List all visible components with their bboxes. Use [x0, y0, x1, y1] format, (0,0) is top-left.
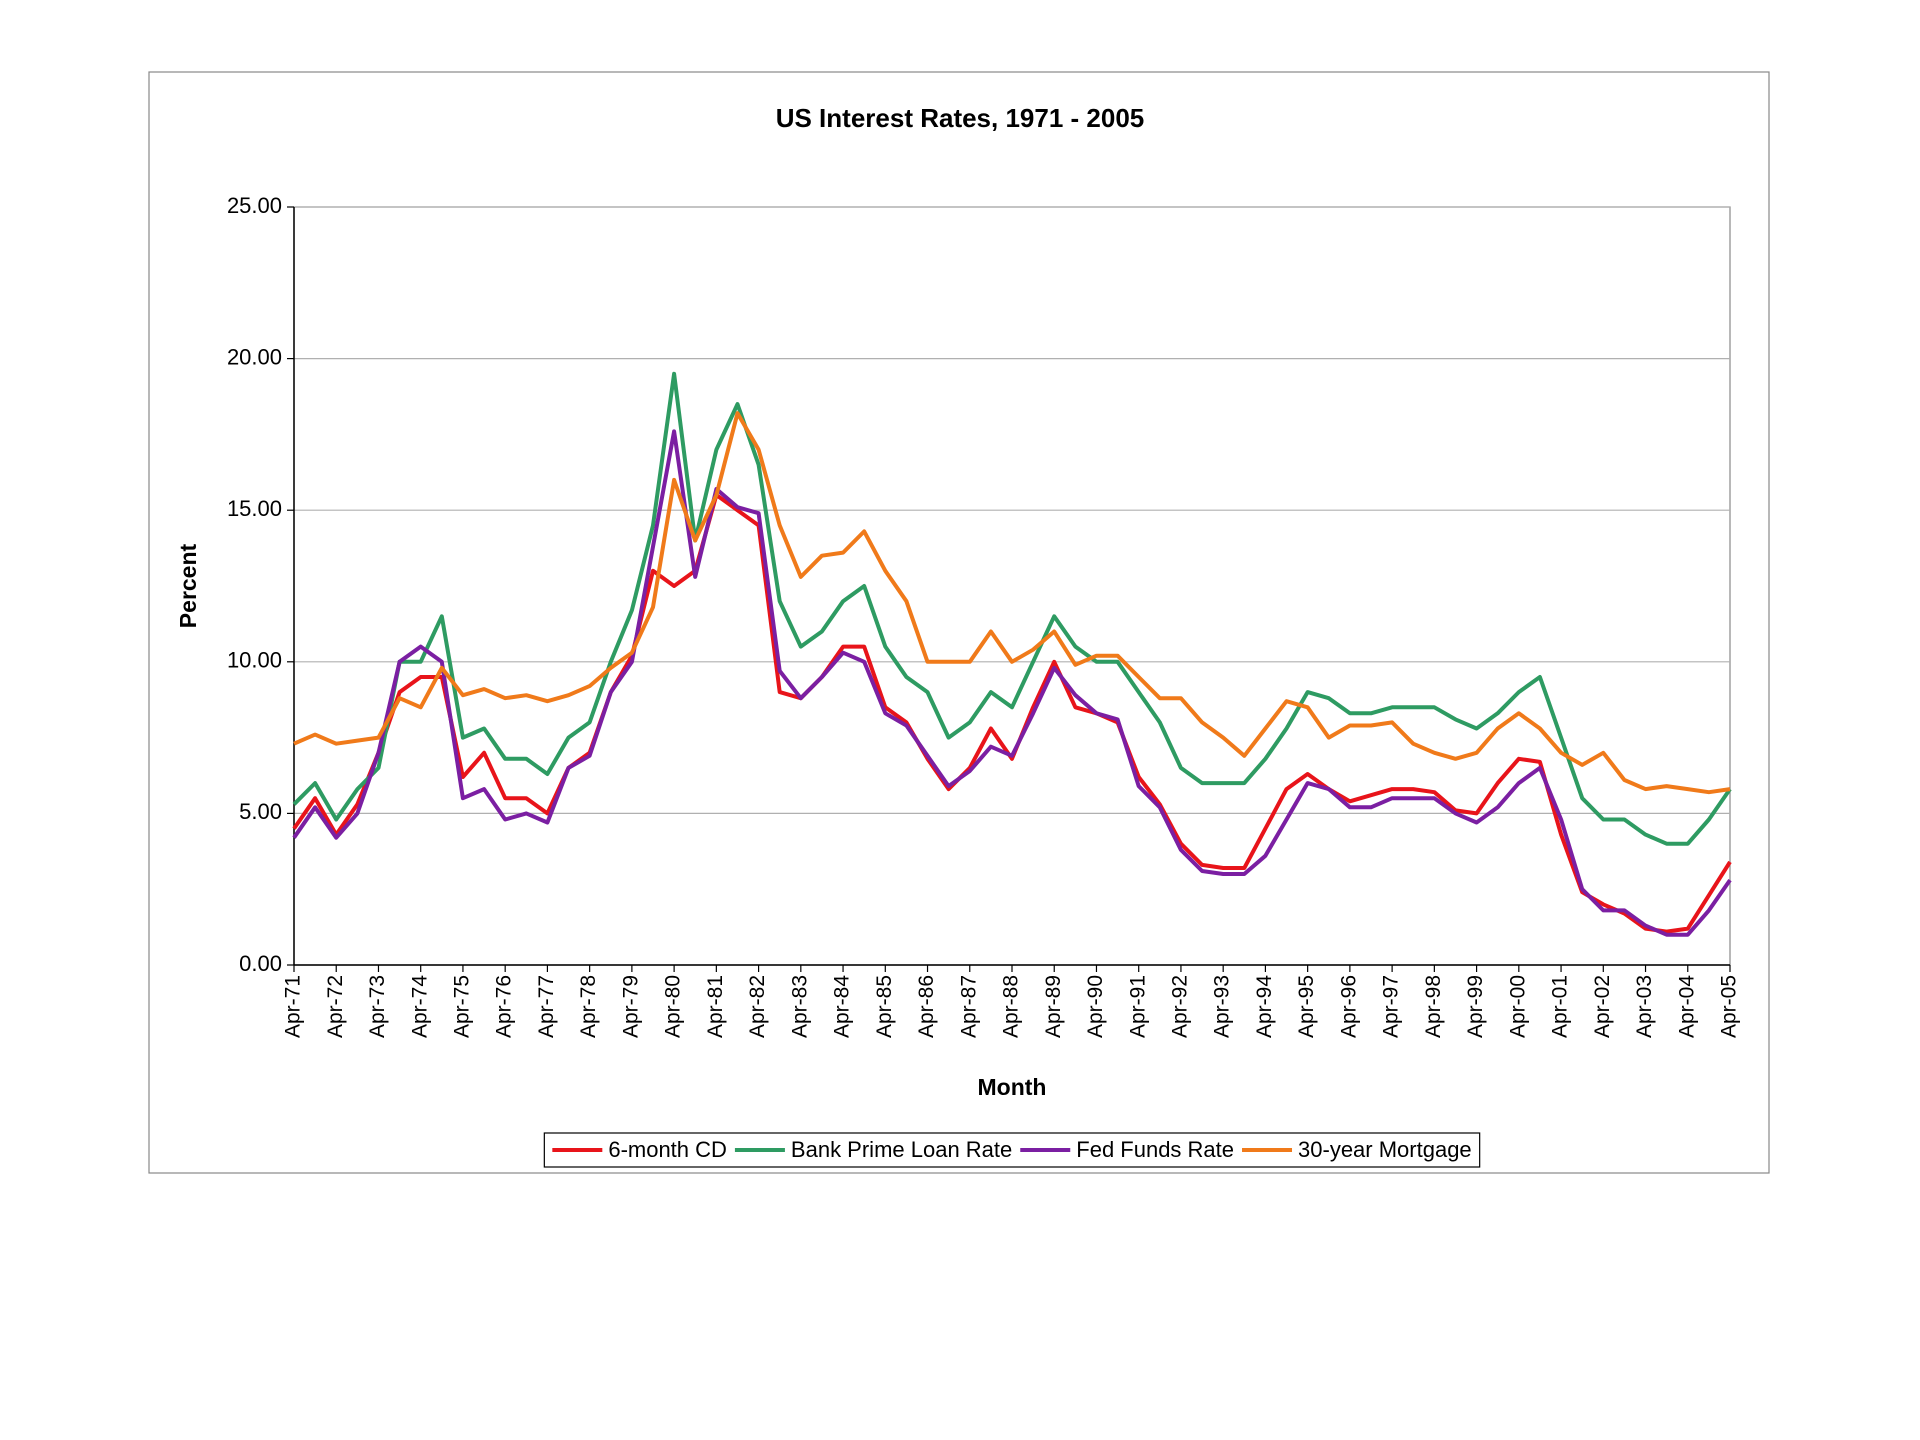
legend-label: Fed Funds Rate [1076, 1137, 1234, 1162]
y-tick-label: 10.00 [227, 648, 282, 673]
x-tick-label: Apr-86 [915, 975, 938, 1038]
series-line [292, 429, 1732, 937]
x-tick-label: Apr-91 [1126, 975, 1149, 1038]
y-tick-label: 5.00 [239, 799, 282, 824]
series-line [292, 493, 1732, 934]
x-tick-label: Apr-93 [1211, 975, 1234, 1038]
legend: 6-month CD Bank Prime Loan Rate Fed Funds … [543, 1132, 1481, 1168]
series-line [292, 371, 1732, 846]
legend-box [543, 1132, 1481, 1168]
x-tick-label: Apr-73 [366, 975, 389, 1038]
x-tick-label: Apr-74 [408, 975, 431, 1038]
x-tick-label: Apr-96 [1337, 975, 1360, 1038]
y-tick-label: 20.00 [227, 344, 282, 369]
x-tick-label: Apr-04 [1675, 975, 1698, 1038]
x-tick-label: Apr-01 [1549, 975, 1572, 1038]
x-tick-label: Apr-03 [1633, 975, 1656, 1038]
x-tick-label: Apr-94 [1253, 975, 1276, 1038]
x-tick-label: Apr-88 [1000, 975, 1023, 1038]
y-axis-label: Percent [175, 543, 201, 628]
x-axis-label: Month [978, 1074, 1047, 1100]
y-tick-label: 15.00 [227, 496, 282, 521]
x-tick-label: Apr-99 [1464, 975, 1487, 1038]
x-tick-label: Apr-72 [324, 975, 347, 1038]
y-tick-label: 25.00 [227, 193, 282, 218]
x-tick-label: Apr-85 [873, 975, 896, 1038]
x-tick-label: Apr-92 [1168, 975, 1191, 1038]
x-tick-label: Apr-81 [704, 975, 727, 1038]
legend-label: Bank Prime Loan Rate [791, 1137, 1012, 1162]
x-tick-label: Apr-97 [1380, 975, 1403, 1038]
x-tick-label: Apr-87 [957, 975, 980, 1038]
x-tick-label: Apr-84 [831, 975, 854, 1038]
x-tick-label: Apr-02 [1591, 975, 1614, 1038]
x-tick-label: Apr-79 [619, 975, 642, 1038]
chart-frame [148, 71, 1770, 1174]
x-tick-label: Apr-71 [282, 975, 305, 1038]
x-tick-label: Apr-83 [788, 975, 811, 1038]
x-tick-label: Apr-89 [1042, 975, 1065, 1038]
x-tick-label: Apr-80 [662, 975, 685, 1038]
x-tick-label: Apr-95 [1295, 975, 1318, 1038]
x-tick-label: Apr-82 [746, 975, 769, 1038]
x-tick-label: Apr-00 [1506, 975, 1529, 1038]
x-tick-label: Apr-98 [1422, 975, 1445, 1038]
y-tick-label: 0.00 [239, 951, 282, 976]
x-tick-label: Apr-05 [1718, 975, 1741, 1038]
x-tick-label: Apr-90 [1084, 975, 1107, 1038]
chart-title: US Interest Rates, 1971 - 2005 [776, 103, 1145, 133]
x-tick-label: Apr-77 [535, 975, 558, 1038]
x-tick-label: Apr-76 [493, 975, 516, 1038]
series-line [293, 411, 1731, 795]
x-tick-label: Apr-78 [577, 975, 600, 1038]
x-tick-label: Apr-75 [450, 975, 473, 1038]
legend-label: 6-month CD [608, 1137, 727, 1162]
legend-label: 30-year Mortgage [1298, 1137, 1472, 1162]
